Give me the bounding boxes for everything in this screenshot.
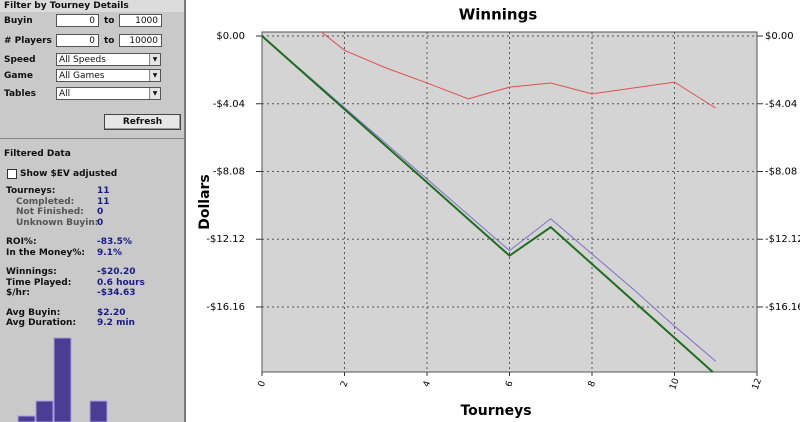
label: Buyin: [4, 16, 33, 26]
stat-value: 11: [97, 196, 110, 207]
stat-value: -$34.63: [97, 288, 136, 298]
x-tick-label: 10: [668, 377, 681, 391]
x-tick-label: 8: [587, 380, 598, 389]
stat-label: Completed:: [16, 196, 75, 207]
y2-tick-label: $0.00: [765, 31, 794, 42]
arrow: ▼: [149, 88, 160, 99]
y-tick-label: $0.00: [216, 31, 245, 42]
x-tick-label: 6: [504, 380, 515, 389]
stat-value: 0: [97, 217, 104, 228]
label: Tables: [4, 89, 37, 99]
stat-label: Winnings:: [6, 267, 57, 277]
input[interactable]: 0: [56, 34, 99, 47]
stat-label: ROI%:: [6, 237, 37, 247]
select[interactable]: All Speeds ▼: [56, 53, 161, 66]
stat-label: Avg Buyin:: [6, 307, 61, 318]
stat-label: Not Finished:: [16, 207, 84, 217]
stat-label: In the Money%:: [6, 247, 85, 258]
stat-label: Time Played:: [6, 277, 72, 288]
x-axis-label: Tourneys: [460, 403, 531, 419]
filtered-title: Filtered Data: [4, 149, 71, 159]
y-tick-label: -$8.08: [213, 166, 245, 177]
bar: [53, 337, 72, 422]
stat-value: -83.5%: [97, 237, 132, 247]
label: Game: [4, 71, 33, 81]
stat-label: Unknown Buyin:: [16, 217, 99, 228]
y2-tick-label: -$8.08: [765, 166, 797, 177]
checkbox[interactable]: [7, 169, 17, 179]
input[interactable]: 1000: [119, 14, 162, 27]
y-tick-label: -$12.12: [206, 234, 245, 245]
stat-value: 0: [97, 207, 104, 217]
bar: [89, 400, 108, 422]
y2-tick-label: -$4.04: [765, 99, 797, 110]
select[interactable]: All Games ▼: [56, 69, 161, 82]
x-tick-label: 12: [751, 377, 764, 391]
series-line: [262, 35, 715, 372]
label: Speed: [4, 55, 36, 65]
checkbox-label: Show $EV adjusted: [20, 169, 118, 179]
x-tick-label: 4: [422, 380, 433, 389]
stat-value: -$20.20: [97, 267, 136, 277]
stat-value: 9.2 min: [97, 318, 135, 328]
arrow: ▼: [149, 70, 160, 81]
y-tick-label: -$16.16: [206, 302, 245, 313]
x-tick-label: 0: [257, 380, 268, 389]
label: to: [104, 36, 115, 46]
x-tick-label: 2: [339, 380, 350, 389]
divider: [0, 138, 184, 139]
filter-title: Filter by Tourney Details: [0, 0, 184, 12]
y-tick-label: -$4.04: [213, 99, 245, 110]
input[interactable]: 10000: [119, 34, 162, 47]
series-line: [262, 35, 717, 362]
y2-tick-label: -$12.12: [765, 234, 800, 245]
y2-tick-label: -$16.16: [765, 302, 800, 313]
stat-value: $2.20: [97, 307, 126, 318]
series-line: [320, 32, 717, 109]
stat-value: 0.6 hours: [97, 277, 145, 288]
select-value: All: [59, 89, 71, 99]
bar: [35, 400, 54, 422]
stat-label: $/hr:: [6, 288, 30, 298]
y-axis-label: Dollars: [197, 174, 213, 230]
select-value: All Games: [59, 71, 105, 81]
bar: [17, 415, 36, 422]
stat-label: Avg Duration:: [6, 318, 77, 328]
stat-label: Tourneys:: [6, 186, 56, 196]
stat-value: 11: [97, 186, 110, 196]
chart: Winnings Tourneys Dollars $0.00 $0.00 -$4.…: [197, 6, 800, 420]
stat-value: 9.1%: [97, 247, 122, 258]
chart-title: Winnings: [459, 6, 538, 24]
input[interactable]: 0: [56, 14, 99, 27]
histogram: [17, 337, 108, 422]
label: # Players: [4, 36, 52, 46]
refresh-button[interactable]: Refresh: [104, 114, 181, 130]
label: to: [104, 16, 115, 26]
arrow: ▼: [149, 54, 160, 65]
select[interactable]: All ▼: [56, 87, 161, 100]
select-value: All Speeds: [59, 55, 106, 65]
sidebar: Filter by Tourney Details Buyin 0 to 100…: [0, 0, 186, 422]
